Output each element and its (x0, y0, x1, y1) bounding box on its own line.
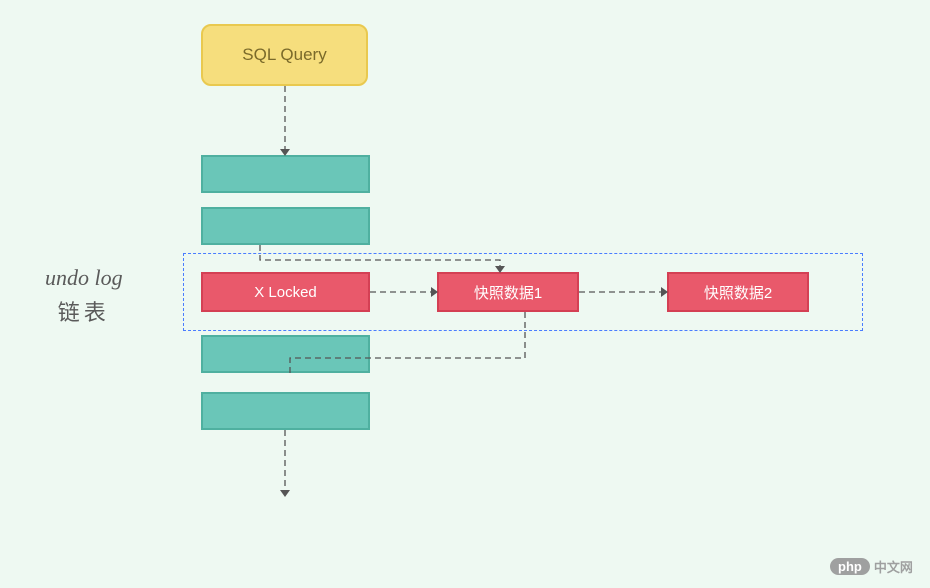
diagram-canvas: SQL Query X Locked 快照数据1 快照数据2 undo log … (0, 0, 930, 588)
sql-query-node: SQL Query (201, 24, 368, 86)
undo-log-label-line1: undo log (45, 260, 123, 295)
undo-log-label-line2: 链表 (45, 295, 123, 330)
locked-box: X Locked (201, 272, 370, 312)
watermark-text: 中文网 (874, 557, 913, 576)
list-row (201, 392, 370, 430)
php-pill: php (830, 558, 870, 575)
locked-box-label: X Locked (254, 284, 317, 301)
list-row (201, 335, 370, 373)
watermark: php 中文网 (830, 557, 913, 576)
sql-query-label: SQL Query (242, 45, 326, 65)
locked-box: 快照数据2 (667, 272, 809, 312)
locked-box-label: 快照数据2 (704, 282, 772, 303)
locked-box: 快照数据1 (437, 272, 579, 312)
list-row (201, 155, 370, 193)
locked-box-label: 快照数据1 (474, 282, 542, 303)
list-row (201, 207, 370, 245)
undo-log-label: undo log 链表 (45, 260, 123, 330)
